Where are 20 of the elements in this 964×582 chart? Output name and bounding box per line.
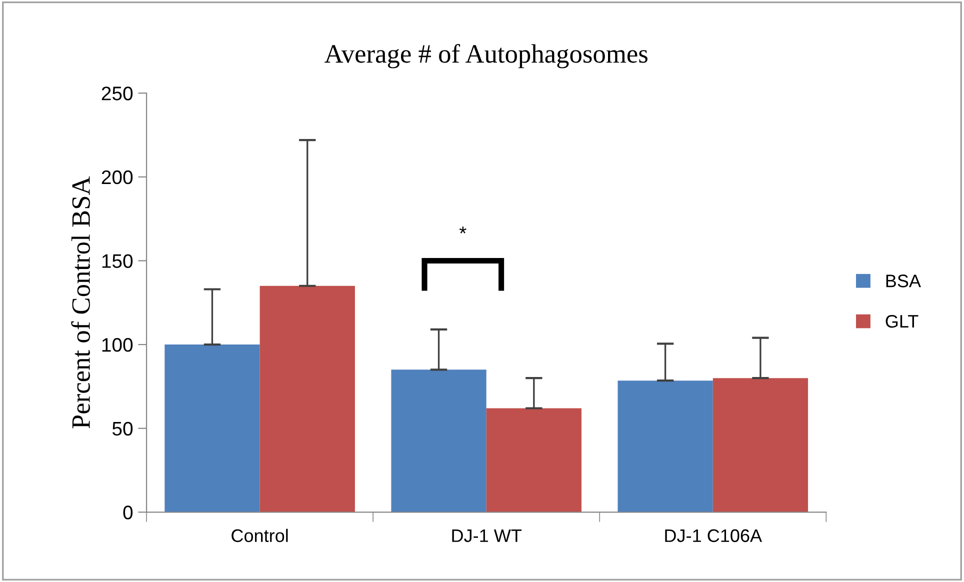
bar: [712, 378, 808, 512]
x-tick-label: Control: [232, 528, 288, 542]
y-tick-label: 150: [102, 254, 133, 268]
legend-label: BSA: [886, 274, 921, 288]
y-tick-label: 100: [102, 338, 133, 352]
bar: [618, 380, 713, 512]
legend-label: GLT: [886, 314, 918, 328]
y-tick-label: 0: [123, 506, 133, 520]
chart-title: Average # of Autophagosomes: [324, 44, 648, 68]
y-tick-label: 50: [112, 422, 133, 436]
x-tick-label: DJ-1 WT: [452, 529, 522, 542]
y-tick-label: 200: [102, 170, 133, 184]
y-axis-title: Percent of Control BSA: [71, 176, 90, 428]
bar: [486, 408, 582, 512]
bar: [260, 286, 355, 512]
bar: [164, 344, 260, 512]
annotation: *: [459, 226, 466, 234]
y-tick-label: 250: [102, 86, 133, 100]
bar: [391, 370, 486, 512]
x-tick-label: DJ-1 C106A: [665, 529, 762, 542]
